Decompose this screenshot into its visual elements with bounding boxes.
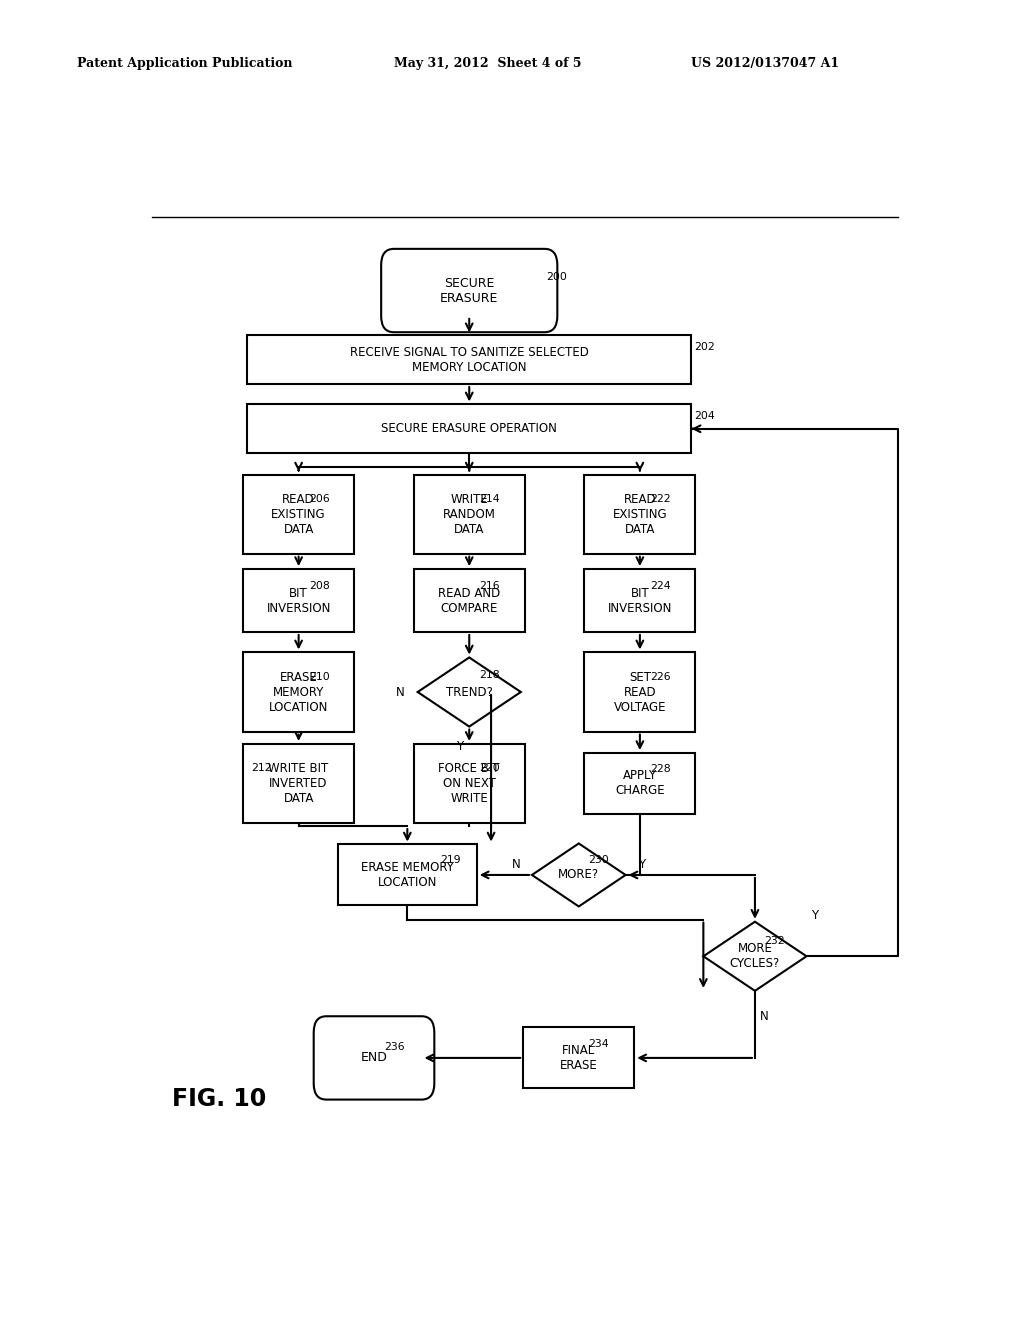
Text: N: N	[512, 858, 520, 871]
Bar	[585, 652, 695, 731]
Bar	[243, 569, 354, 632]
Bar	[523, 1027, 634, 1089]
Text: 226: 226	[650, 672, 671, 682]
Text: 236: 236	[384, 1041, 404, 1052]
Text: BIT
INVERSION: BIT INVERSION	[266, 586, 331, 615]
Text: Y: Y	[811, 909, 818, 923]
Text: 232: 232	[765, 936, 785, 946]
Text: N: N	[760, 1010, 769, 1023]
Text: 208: 208	[309, 581, 330, 591]
Text: 222: 222	[650, 494, 671, 504]
Text: ERASE
MEMORY
LOCATION: ERASE MEMORY LOCATION	[269, 671, 329, 714]
Text: 200: 200	[546, 272, 567, 282]
Text: BIT
INVERSION: BIT INVERSION	[607, 586, 672, 615]
Bar	[243, 744, 354, 824]
Text: 216: 216	[479, 581, 500, 591]
Text: FORCE BIT
ON NEXT
WRITE: FORCE BIT ON NEXT WRITE	[438, 762, 500, 805]
Text: FINAL
ERASE: FINAL ERASE	[560, 1044, 598, 1072]
Text: 218: 218	[479, 669, 500, 680]
Bar	[585, 474, 695, 554]
Bar	[243, 652, 354, 731]
Text: APPLY
CHARGE: APPLY CHARGE	[615, 770, 665, 797]
Text: TREND?: TREND?	[445, 685, 493, 698]
Polygon shape	[418, 657, 521, 726]
Text: 212: 212	[251, 763, 271, 774]
Text: MORE
CYCLES?: MORE CYCLES?	[730, 942, 780, 970]
Text: US 2012/0137047 A1: US 2012/0137047 A1	[691, 57, 840, 70]
Text: WRITE
RANDOM
DATA: WRITE RANDOM DATA	[442, 492, 496, 536]
Text: READ AND
COMPARE: READ AND COMPARE	[438, 586, 501, 615]
Bar	[585, 569, 695, 632]
Text: END: END	[360, 1052, 387, 1064]
Text: 206: 206	[309, 494, 330, 504]
Text: 219: 219	[440, 855, 461, 865]
Text: 230: 230	[588, 855, 609, 865]
Bar	[414, 744, 524, 824]
Bar	[247, 335, 691, 384]
Text: 224: 224	[650, 581, 671, 591]
Polygon shape	[703, 921, 807, 991]
Bar	[247, 404, 691, 453]
Text: SECURE ERASURE OPERATION: SECURE ERASURE OPERATION	[381, 422, 557, 436]
Bar	[414, 474, 524, 554]
Text: 204: 204	[694, 411, 715, 421]
Polygon shape	[531, 843, 626, 907]
Text: READ
EXISTING
DATA: READ EXISTING DATA	[612, 492, 668, 536]
FancyBboxPatch shape	[381, 249, 557, 333]
Text: 228: 228	[650, 764, 671, 775]
Text: 210: 210	[309, 672, 330, 682]
Text: Patent Application Publication: Patent Application Publication	[77, 57, 292, 70]
Text: READ
EXISTING
DATA: READ EXISTING DATA	[271, 492, 326, 536]
Text: 234: 234	[588, 1039, 609, 1049]
Text: FIG. 10: FIG. 10	[172, 1086, 266, 1110]
Text: ERASE MEMORY
LOCATION: ERASE MEMORY LOCATION	[360, 861, 454, 888]
Text: 202: 202	[694, 342, 715, 351]
Text: 214: 214	[479, 494, 500, 504]
Text: SET
READ
VOLTAGE: SET READ VOLTAGE	[613, 671, 667, 714]
Text: 220: 220	[479, 763, 501, 774]
Text: Y: Y	[456, 741, 463, 754]
Bar	[243, 474, 354, 554]
Text: SECURE
ERASURE: SECURE ERASURE	[440, 276, 499, 305]
Bar	[338, 845, 477, 906]
Bar	[585, 752, 695, 814]
Bar	[414, 569, 524, 632]
Text: Y: Y	[638, 858, 645, 871]
Text: MORE?: MORE?	[558, 869, 599, 882]
Text: RECEIVE SIGNAL TO SANITIZE SELECTED
MEMORY LOCATION: RECEIVE SIGNAL TO SANITIZE SELECTED MEMO…	[350, 346, 589, 374]
Text: May 31, 2012  Sheet 4 of 5: May 31, 2012 Sheet 4 of 5	[394, 57, 582, 70]
FancyBboxPatch shape	[313, 1016, 434, 1100]
Text: N: N	[396, 685, 404, 698]
Text: WRITE BIT
INVERTED
DATA: WRITE BIT INVERTED DATA	[268, 762, 329, 805]
